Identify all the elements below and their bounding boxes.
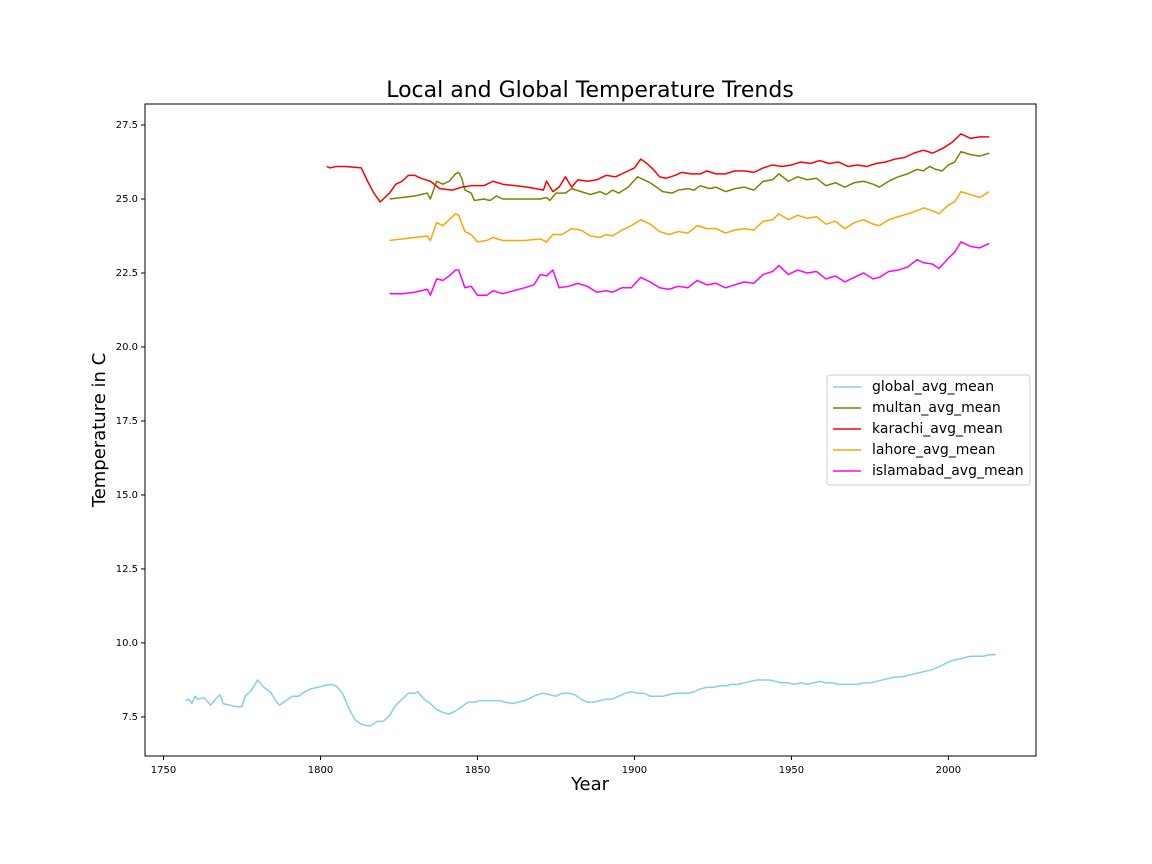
y-tick-label: 27.5 bbox=[116, 120, 138, 131]
series-line bbox=[389, 241, 990, 296]
legend-label: karachi_avg_mean bbox=[872, 421, 1003, 437]
y-tick-label: 17.5 bbox=[116, 416, 138, 427]
y-tick-label: 25.0 bbox=[116, 194, 138, 205]
x-tick-label: 2000 bbox=[936, 765, 961, 776]
x-tick-label: 1900 bbox=[622, 765, 647, 776]
legend: global_avg_mean multan_avg_mean karachi_av… bbox=[826, 374, 1031, 486]
y-tick-label: 7.5 bbox=[122, 712, 138, 723]
y-tick-label: 12.5 bbox=[116, 564, 138, 575]
legend-frame bbox=[826, 374, 1031, 486]
x-tick-label: 1750 bbox=[151, 765, 176, 776]
series-line bbox=[389, 150, 990, 202]
series-line bbox=[389, 190, 990, 243]
y-tick-label: 10.0 bbox=[116, 638, 138, 649]
y-tick-label: 15.0 bbox=[116, 490, 138, 501]
x-axis-label: Year bbox=[570, 774, 610, 795]
y-tick-label: 22.5 bbox=[116, 268, 138, 279]
x-tick-label: 1950 bbox=[779, 765, 804, 776]
y-tick-label: 20.0 bbox=[116, 342, 138, 353]
series-line bbox=[326, 133, 990, 203]
legend-label: lahore_avg_mean bbox=[872, 442, 995, 458]
series-line bbox=[185, 654, 996, 727]
x-tick-label: 1850 bbox=[465, 765, 490, 776]
plot-frame bbox=[144, 103, 1037, 757]
legend-label: global_avg_mean bbox=[872, 379, 994, 395]
y-axis-label: Temperature in C bbox=[89, 353, 110, 508]
x-tick-label: 1800 bbox=[308, 765, 333, 776]
legend-label: multan_avg_mean bbox=[872, 400, 1001, 416]
chart-title: Local and Global Temperature Trends bbox=[386, 78, 794, 103]
legend-label: islamabad_avg_mean bbox=[872, 463, 1024, 479]
